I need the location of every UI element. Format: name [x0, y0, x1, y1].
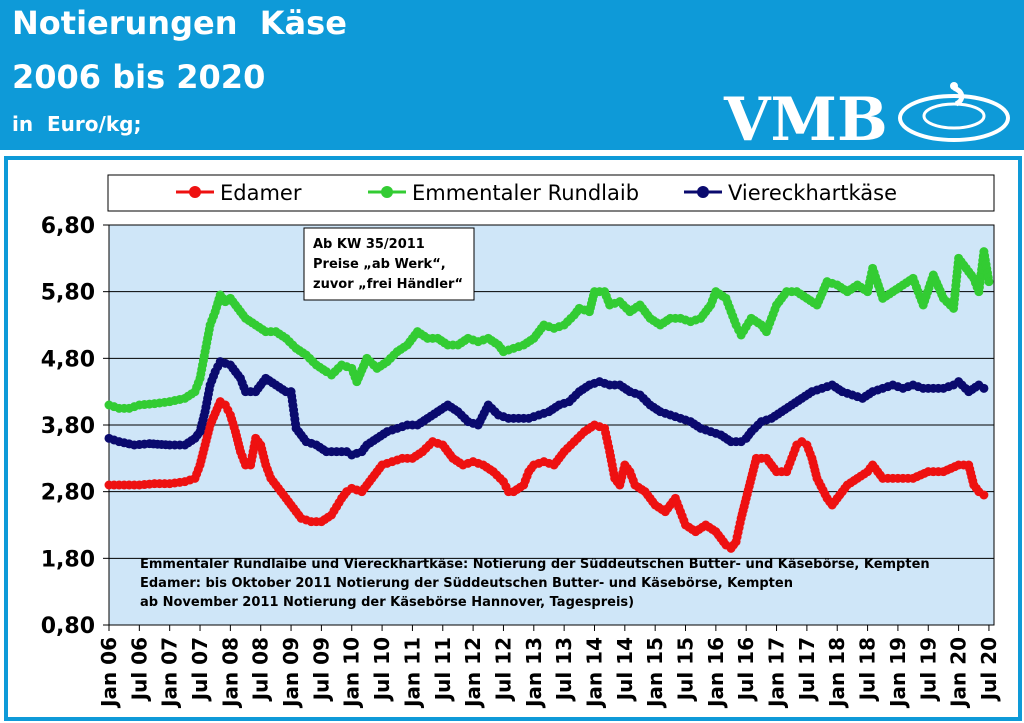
legend-label-viereckhartkaese: Viereckhartkäse: [728, 181, 897, 205]
vmb-logo: VMB: [723, 82, 1010, 150]
x-tick-label: Jul 20: [977, 637, 1001, 702]
legend-viereckhartkaese: Viereckhartkäse: [684, 181, 897, 205]
x-tick-label: Jan 20: [947, 637, 971, 709]
x-tick-label: Jul 17: [795, 637, 819, 702]
x-tick-label: Jul 14: [613, 637, 637, 702]
x-tick-label: Jul 09: [309, 637, 333, 702]
x-tick-label: Jul 11: [431, 637, 455, 702]
annotation-line-1: Ab KW 35/2011: [313, 237, 425, 252]
x-tick-label: Jul 19: [916, 637, 940, 702]
x-tick-label: Jan 11: [400, 637, 424, 709]
x-axis-ticks: Jan 06 Jul 06 Jan 07 Jul 07 Jan 08 Jul 08 Jan …: [97, 625, 1001, 709]
x-tick-label: Jul 13: [552, 637, 576, 702]
series-2: [104, 357, 989, 460]
x-tick-label: Jul 18: [856, 637, 880, 702]
x-tick-label: Jan 09: [279, 637, 303, 709]
vmb-logo-emblem-icon: [898, 82, 1010, 142]
footnote-line-2: Edamer: bis Oktober 2011 Notierung der S…: [140, 576, 793, 591]
y-tick-label: 4,80: [41, 347, 95, 372]
x-tick-label: Jan 16: [704, 637, 728, 709]
x-tick-label: Jul 15: [674, 637, 698, 702]
x-tick-label: Jan 12: [461, 637, 485, 709]
data-point: [984, 277, 994, 287]
y-tick-label: 5,80: [41, 281, 95, 306]
x-tick-label: Jan 13: [522, 637, 546, 709]
footnote: Emmentaler Rundlaibe und Viereckhartkäse…: [140, 557, 930, 610]
x-tick-label: Jan 06: [97, 637, 121, 709]
series-1: [104, 247, 994, 413]
data-point: [979, 383, 989, 393]
x-tick-label: Jan 10: [340, 637, 364, 709]
legend-label-edamer: Edamer: [220, 181, 302, 205]
title-line-1: Notierungen Käse: [12, 4, 347, 42]
y-tick-label: 6,80: [41, 214, 95, 239]
annotation-box: Ab KW 35/2011 Preise „ab Werk“, zuvor „f…: [303, 227, 475, 301]
title-line-2: 2006 bis 2020: [12, 58, 266, 96]
x-tick-label: Jul 08: [249, 637, 273, 702]
legend-edamer: Edamer: [176, 181, 302, 205]
y-tick-label: 2,80: [41, 481, 95, 506]
annotation-line-2: Preise „ab Werk“,: [313, 257, 446, 272]
x-tick-label: Jul 07: [188, 637, 212, 702]
vmb-logo-text: VMB: [723, 85, 888, 150]
x-tick-label: Jan 14: [582, 637, 606, 709]
legend-emmentaler: Emmentaler Rundlaib: [368, 181, 639, 205]
series-0: [104, 397, 989, 553]
y-tick-label: 0,80: [41, 614, 95, 639]
x-tick-label: Jul 10: [370, 637, 394, 702]
legend-box: [107, 174, 995, 212]
x-tick-label: Jan 07: [158, 637, 182, 709]
legend-label-emmentaler: Emmentaler Rundlaib: [412, 181, 639, 205]
x-tick-label: Jan 08: [218, 637, 242, 709]
annotation-line-3: zuvor „frei Händler“: [313, 277, 463, 292]
footnote-line-1: Emmentaler Rundlaibe und Viereckhartkäse…: [140, 557, 930, 572]
x-tick-label: Jan 15: [643, 637, 667, 709]
footnote-line-3: ab November 2011 Notierung der Käsebörse…: [140, 595, 634, 610]
y-axis-ticks: 6,80 5,80 4,80 3,80 2,80 1,80 0,80: [41, 214, 109, 639]
x-tick-label: Jan 17: [765, 637, 789, 709]
y-tick-label: 3,80: [41, 414, 95, 439]
title-unit: in Euro/kg;: [12, 112, 142, 136]
series-layer: [104, 247, 994, 553]
x-tick-label: Jul 12: [491, 637, 515, 702]
header-banner: Notierungen Käse 2006 bis 2020 in Euro/k…: [0, 0, 1024, 150]
x-tick-label: Jan 19: [886, 637, 910, 709]
data-point: [979, 490, 989, 500]
x-tick-label: Jul 06: [127, 637, 151, 702]
x-tick-label: Jan 18: [825, 637, 849, 709]
y-tick-label: 1,80: [41, 547, 95, 572]
x-tick-label: Jul 16: [734, 637, 758, 702]
